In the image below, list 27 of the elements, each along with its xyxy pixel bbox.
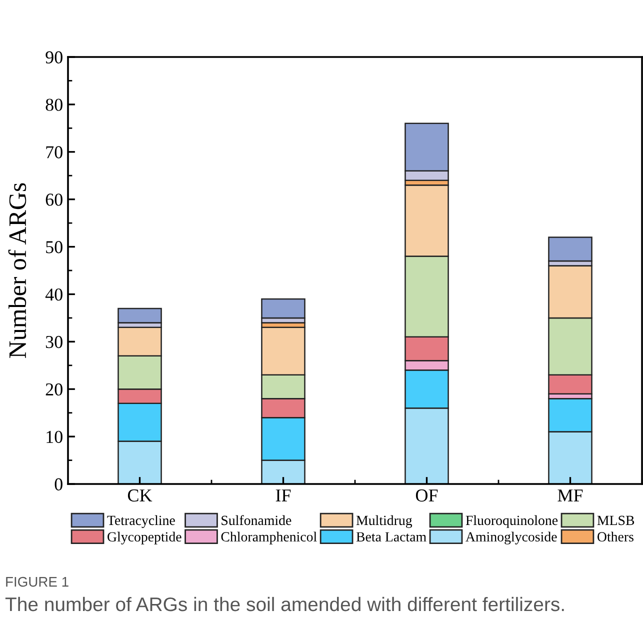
legend-label: Beta Lactam [356,532,426,542]
y-tick-label: 50 [46,241,62,254]
legend-label: Chloramphenicol [221,532,317,544]
y-tick-label: 80 [46,98,62,111]
legend-label: MLSB [597,516,634,526]
y-tick-label: 70 [46,146,62,158]
text: The number of ARGs in the soil amended with different fertilizers. [5,596,564,612]
x-tick-label: OF [416,489,438,502]
legend-label: Multidrug [356,515,412,528]
legend-label: Fluoroquinolone [466,515,558,528]
y-tick-label: 30 [46,336,62,348]
y-tick-label: 60 [46,194,62,206]
y-tick-label: 10 [46,430,62,443]
caption: FIGURE 1 [6,576,68,587]
x-tick-label: CK [128,489,152,502]
legend-label: Aminoglycoside [466,532,557,544]
y-tick-label: 40 [45,288,62,301]
legend-label: Sulfonamide [222,515,292,526]
x-tick-label: MF [558,490,583,502]
legend-label: Glycopeptide [108,532,182,544]
y-tick-label: 90 [46,51,62,64]
x-tick-label: IF [276,490,291,502]
legend-label: Others [598,532,634,542]
y-axis-title: Number of ARGs [8,183,26,358]
y-tick-label: 0 [54,478,62,490]
legend-label: Tetracycline [107,515,175,528]
y-tick-label: 20 [46,383,62,396]
